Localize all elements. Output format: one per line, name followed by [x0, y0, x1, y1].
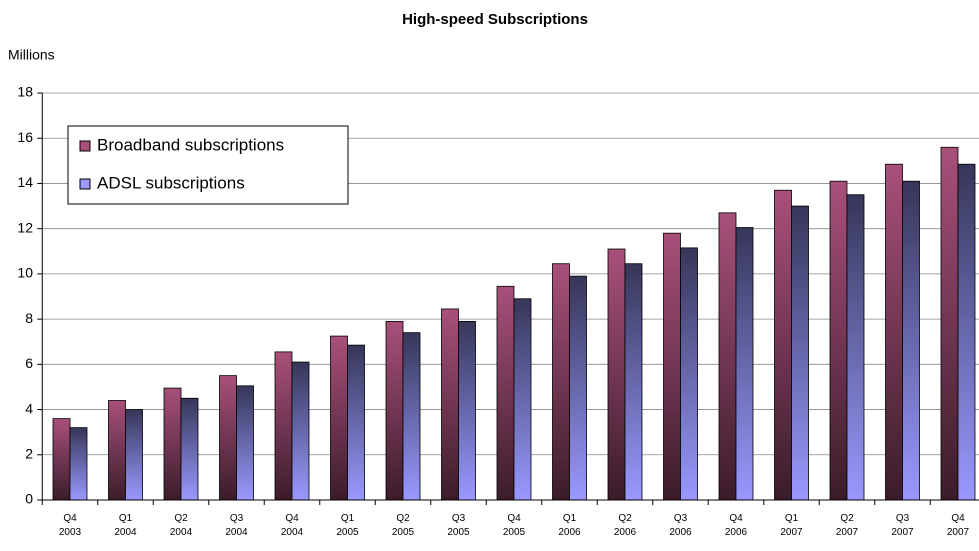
- chart-title: High-speed Subscriptions: [402, 11, 588, 28]
- y-tick-label: 14: [17, 174, 33, 190]
- y-tick-label: 2: [25, 445, 33, 461]
- x-tick-label: Q2 2006: [613, 513, 637, 538]
- bar: [552, 263, 570, 501]
- bar: [330, 335, 348, 501]
- y-tick-label: 12: [17, 219, 33, 235]
- bar: [902, 180, 920, 501]
- x-tick-label: Q4 2007: [946, 513, 970, 538]
- bar: [624, 263, 643, 501]
- bar: [236, 385, 254, 501]
- bar: [846, 194, 865, 501]
- bar: [680, 247, 698, 501]
- x-tick-label: Q1 2004: [114, 513, 137, 538]
- bar: [718, 212, 737, 501]
- bar: [69, 427, 88, 501]
- x-tick-label: Q2 2007: [835, 513, 859, 538]
- x-tick-label: Q4 2003: [58, 513, 82, 538]
- legend-label: ADSL subscriptions: [97, 173, 245, 192]
- y-tick-label: 18: [17, 84, 33, 100]
- bar: [885, 163, 903, 501]
- bar: [774, 189, 792, 501]
- legend-label: Broadband subscriptions: [97, 135, 284, 154]
- x-tick-label: Q1 2007: [780, 513, 803, 538]
- bar: [569, 275, 587, 501]
- bar: [735, 227, 754, 501]
- legend-swatch: [79, 178, 91, 190]
- bar: [347, 344, 365, 501]
- x-tick-label: Q3 2006: [669, 513, 692, 538]
- bar: [291, 361, 310, 501]
- y-tick-label: 10: [17, 265, 33, 281]
- bar: [108, 400, 126, 501]
- x-tick-label: Q3 2007: [891, 513, 914, 538]
- bar: [607, 248, 626, 501]
- y-axis-label: Millions: [8, 47, 55, 63]
- bar: [402, 332, 421, 501]
- bar: [496, 285, 515, 501]
- bar: [957, 163, 976, 501]
- x-tick-label: Q3 2004: [225, 513, 248, 538]
- bar: [274, 351, 293, 501]
- bar: [180, 397, 199, 501]
- x-tick-label: Q4 2004: [280, 513, 304, 538]
- bar: [219, 375, 237, 501]
- bar: [125, 409, 143, 501]
- y-tick-label: 16: [17, 129, 33, 145]
- x-tick-label: Q2 2005: [391, 513, 415, 538]
- bar: [441, 308, 459, 501]
- bar: [385, 320, 404, 501]
- x-tick-label: Q4 2005: [502, 513, 526, 538]
- x-tick-label: Q4 2006: [724, 513, 748, 538]
- x-tick-label: Q3 2005: [447, 513, 470, 538]
- bar: [663, 232, 681, 501]
- legend: Broadband subscriptions ADSL subscription…: [67, 125, 349, 205]
- y-tick-label: 0: [25, 491, 33, 507]
- x-tick-label: Q2 2004: [169, 513, 193, 538]
- bar: [163, 387, 182, 501]
- bar: [829, 180, 848, 501]
- bar: [52, 418, 71, 501]
- legend-swatch: [79, 140, 91, 152]
- y-tick-label: 4: [25, 400, 33, 416]
- bar: [513, 298, 532, 501]
- x-tick-label: Q1 2006: [558, 513, 581, 538]
- x-tick-label: Q1 2005: [336, 513, 359, 538]
- y-tick-label: 6: [25, 355, 33, 371]
- bar: [791, 205, 809, 501]
- bar: [458, 320, 476, 501]
- legend-box: [67, 125, 349, 205]
- y-tick-label: 8: [25, 310, 33, 326]
- bar: [940, 146, 959, 501]
